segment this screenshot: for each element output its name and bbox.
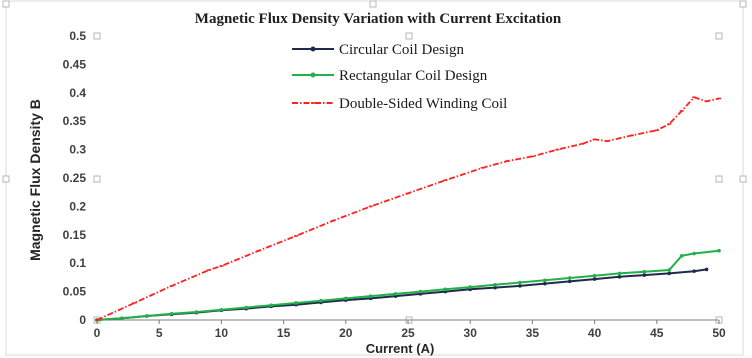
legend-entry: Circular Coil Design (292, 42, 464, 58)
data-point (617, 275, 622, 279)
series-layer (95, 96, 721, 322)
data-point (244, 305, 249, 310)
resize-handle[interactable] (405, 32, 413, 40)
x-axis-label: Current (A) (366, 341, 435, 356)
legend-marker (310, 72, 316, 78)
x-tick-label: 45 (650, 326, 664, 340)
data-point (344, 296, 348, 301)
data-point (144, 314, 149, 318)
data-point (567, 276, 572, 280)
data-point (667, 271, 672, 276)
y-tick-label: 0.45 (63, 57, 87, 71)
y-tick-label: 0.5 (69, 29, 86, 43)
resize-handle[interactable] (2, 175, 10, 183)
data-point (368, 294, 373, 298)
data-point (592, 273, 597, 278)
resize-handle[interactable] (715, 32, 723, 40)
legend: Circular Coil Design Rectangular Coil Des… (292, 42, 507, 112)
data-point (418, 289, 423, 294)
chart-title: Magnetic Flux Density Variation with Cur… (195, 11, 562, 27)
x-tick-label: 5 (156, 326, 163, 340)
data-point (592, 277, 597, 281)
data-point (493, 285, 497, 290)
data-point (717, 248, 721, 253)
data-point (443, 287, 448, 292)
data-point (679, 254, 684, 258)
series-2 (95, 248, 721, 322)
data-point (642, 273, 647, 277)
y-tick-label: 0.25 (63, 171, 87, 185)
legend-entry: Rectangular Coil Design (292, 68, 488, 84)
resize-handle[interactable] (739, 0, 747, 8)
x-tick-label: 30 (464, 326, 478, 340)
y-tick-label: 0.2 (69, 199, 86, 213)
x-tick-label: 25 (401, 326, 415, 340)
resize-handle[interactable] (93, 175, 101, 183)
y-tick-label: 0 (79, 313, 86, 327)
x-tick-label: 50 (712, 326, 726, 340)
data-point (493, 282, 497, 287)
resize-handle[interactable] (739, 175, 747, 183)
legend-label: Double-Sided Winding Coil (339, 96, 507, 112)
data-point (667, 268, 672, 272)
data-point (567, 279, 572, 284)
x-tick-label: 35 (526, 326, 540, 340)
data-point (269, 303, 273, 308)
data-point (294, 301, 298, 305)
data-point (319, 298, 323, 303)
data-point (219, 307, 224, 312)
series-3 (95, 96, 721, 321)
resize-handle[interactable] (715, 175, 723, 183)
resize-handle[interactable] (369, 0, 377, 8)
data-point (393, 292, 398, 296)
x-tick-label: 10 (215, 326, 229, 340)
y-tick-label: 0.05 (63, 285, 87, 299)
data-point (120, 316, 124, 321)
resize-handle[interactable] (2, 0, 10, 8)
data-point (468, 285, 473, 289)
y-tick-label: 0.3 (69, 143, 86, 157)
resize-handle[interactable] (93, 32, 101, 40)
y-tick-label: 0.35 (63, 114, 87, 128)
data-point (518, 280, 522, 285)
data-point (194, 310, 199, 314)
x-tick-label: 0 (94, 326, 101, 340)
y-axis-label: Magnetic Flux Density B (27, 99, 43, 261)
data-point (642, 269, 647, 274)
data-point (543, 281, 547, 286)
y-tick-label: 0.1 (69, 256, 86, 270)
legend-marker (310, 46, 316, 52)
legend-label: Circular Coil Design (339, 42, 464, 58)
data-point (543, 278, 547, 283)
legend-entry: Double-Sided Winding Coil (292, 96, 507, 112)
x-tick-label: 20 (339, 326, 353, 340)
y-tick-label: 0.15 (63, 228, 87, 242)
x-tick-label: 40 (588, 326, 602, 340)
y-tick-label: 0.4 (69, 86, 86, 100)
legend-label: Rectangular Coil Design (339, 68, 488, 84)
data-point (692, 269, 696, 273)
x-tick-label: 15 (277, 326, 291, 340)
data-point (617, 271, 622, 276)
data-point (518, 284, 522, 288)
tick-layer: 0 5 10 15 20 25 30 35 40 45 50 0 0.05 0.1 0.15 0.2 0.25 0… (63, 29, 726, 340)
data-point (704, 267, 709, 272)
data-point (169, 311, 174, 316)
data-point (692, 251, 696, 256)
